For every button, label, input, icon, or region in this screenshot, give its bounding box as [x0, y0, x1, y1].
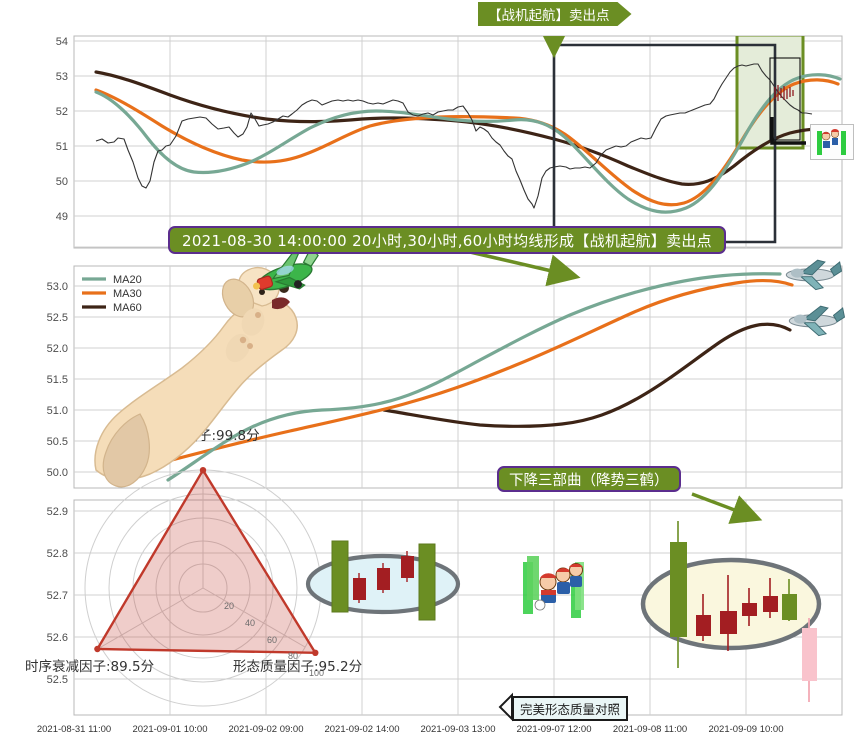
legend-label-1: MA30 [113, 288, 142, 300]
radar-tick-labels: 20 40 60 80 100 [224, 601, 324, 678]
svg-text:52.5: 52.5 [47, 674, 68, 686]
svg-text:51: 51 [56, 141, 68, 153]
svg-text:52.7: 52.7 [47, 590, 68, 602]
candle-a2 [377, 568, 390, 590]
compare-callout-label[interactable]: 完美形态质量对照 [512, 696, 629, 721]
ma20-line-top [94, 73, 842, 214]
pattern-y-ticks: 52.9 52.8 52.7 52.6 52.5 [47, 506, 68, 686]
candle-b6-faded [802, 628, 817, 681]
ma60-line-top [94, 70, 840, 186]
candle-a3 [401, 556, 414, 578]
xtick-6: 2021-09-08 11:00 [613, 724, 687, 735]
volume-bar-right [418, 543, 436, 621]
thumbnail-inset[interactable] [810, 124, 854, 160]
ma20-line-mid [166, 272, 782, 482]
legend-label-0: MA20 [113, 274, 142, 286]
svg-text:52.9: 52.9 [47, 506, 68, 518]
main-banner-arrow [469, 250, 581, 287]
main-signal-banner[interactable]: 2021-08-30 14:00:00 20小时,30小时,60小时均线形成【战… [168, 226, 726, 254]
x-axis-ticks: 2021-08-31 11:00 2021-09-01 10:00 2021-0… [37, 724, 784, 735]
svg-text:52.0: 52.0 [47, 343, 68, 355]
mini-candles-marker [774, 85, 794, 101]
xtick-7: 2021-09-09 10:00 [708, 724, 783, 735]
svg-text:52: 52 [56, 106, 68, 118]
candle-group-ideal [305, 540, 461, 621]
svg-text:49: 49 [56, 211, 68, 223]
xtick-5: 2021-09-07 12:00 [516, 724, 591, 735]
xtick-2: 2021-09-02 09:00 [228, 724, 303, 735]
ma30-line-mid [166, 278, 794, 463]
radar-tick-80: 80 [288, 651, 298, 661]
inset-thumb-icon [817, 129, 846, 155]
radar-tick-60: 60 [267, 635, 277, 645]
three-crows-arrow [691, 492, 763, 524]
radar-polygon [95, 467, 318, 655]
radar-axis-label-2: 时序衰减因子:89.5分 [25, 658, 154, 675]
jet-plane-sticker-2 [788, 305, 846, 337]
xtick-3: 2021-09-02 14:00 [324, 724, 399, 735]
candle-b0 [670, 542, 687, 637]
candle-b5 [782, 594, 797, 620]
price-y-ticks: 54 53 52 51 50 49 [56, 36, 68, 223]
candle-b3 [742, 603, 757, 616]
candle-group-three-crows [640, 521, 822, 702]
candle-b1 [696, 615, 711, 636]
candle-b2 [720, 611, 737, 634]
price-line [95, 63, 813, 209]
svg-text:50: 50 [56, 176, 68, 188]
radar-axis-label-1: 形态质量因子:95.2分 [233, 659, 362, 675]
ma-y-ticks: 53.0 52.5 52.0 51.5 51.0 50.5 50.0 [47, 281, 68, 479]
sell-signal-tag[interactable]: 【战机起航】卖出点 [478, 2, 632, 26]
svg-text:50.5: 50.5 [47, 436, 68, 448]
candle-a1 [353, 578, 366, 600]
svg-text:52.8: 52.8 [47, 548, 68, 560]
connector-elbow [770, 117, 806, 145]
xtick-0: 2021-08-31 11:00 [37, 724, 111, 735]
xtick-1: 2021-09-01 10:00 [132, 724, 207, 735]
pattern-panel: 52.9 52.8 52.7 52.6 52.5 20 40 60 80 [25, 427, 843, 722]
radar-chart: 20 40 60 80 100 过激与报复因子:99.8分 形态质量因子:95.… [25, 427, 362, 707]
ma-panel: 53.0 52.5 52.0 51.5 51.0 50.5 50.0 MA20 … [47, 265, 843, 489]
volume-bar-left [331, 540, 349, 613]
mario-sprite-sticker [523, 556, 584, 618]
svg-text:53.0: 53.0 [47, 281, 68, 293]
svg-text:52.6: 52.6 [47, 632, 68, 644]
ma60-line-mid [382, 322, 792, 428]
svg-text:50.0: 50.0 [47, 467, 68, 479]
svg-text:53: 53 [56, 71, 68, 83]
svg-text:54: 54 [56, 36, 68, 48]
inner-detail-rect [769, 57, 801, 141]
radar-tick-100: 100 [309, 668, 324, 678]
dog-catching-plane-sticker [94, 246, 319, 488]
radar-tick-40: 40 [245, 618, 255, 628]
price-panel: 54 53 52 51 50 49 [56, 35, 843, 249]
radar-tick-20: 20 [224, 601, 234, 611]
three-crows-label[interactable]: 下降三部曲（降势三鹤） [497, 466, 681, 492]
legend-label-2: MA60 [113, 302, 142, 314]
svg-text:51.0: 51.0 [47, 405, 68, 417]
signal-window-rect [552, 43, 777, 244]
xtick-4: 2021-09-03 13:00 [420, 724, 495, 735]
svg-text:51.5: 51.5 [47, 374, 68, 386]
jet-plane-sticker-1 [785, 259, 843, 291]
ma30-line-top [94, 78, 840, 207]
candle-b4 [763, 596, 778, 612]
ma-legend: MA20 MA30 MA60 [82, 274, 142, 314]
svg-text:52.5: 52.5 [47, 312, 68, 324]
